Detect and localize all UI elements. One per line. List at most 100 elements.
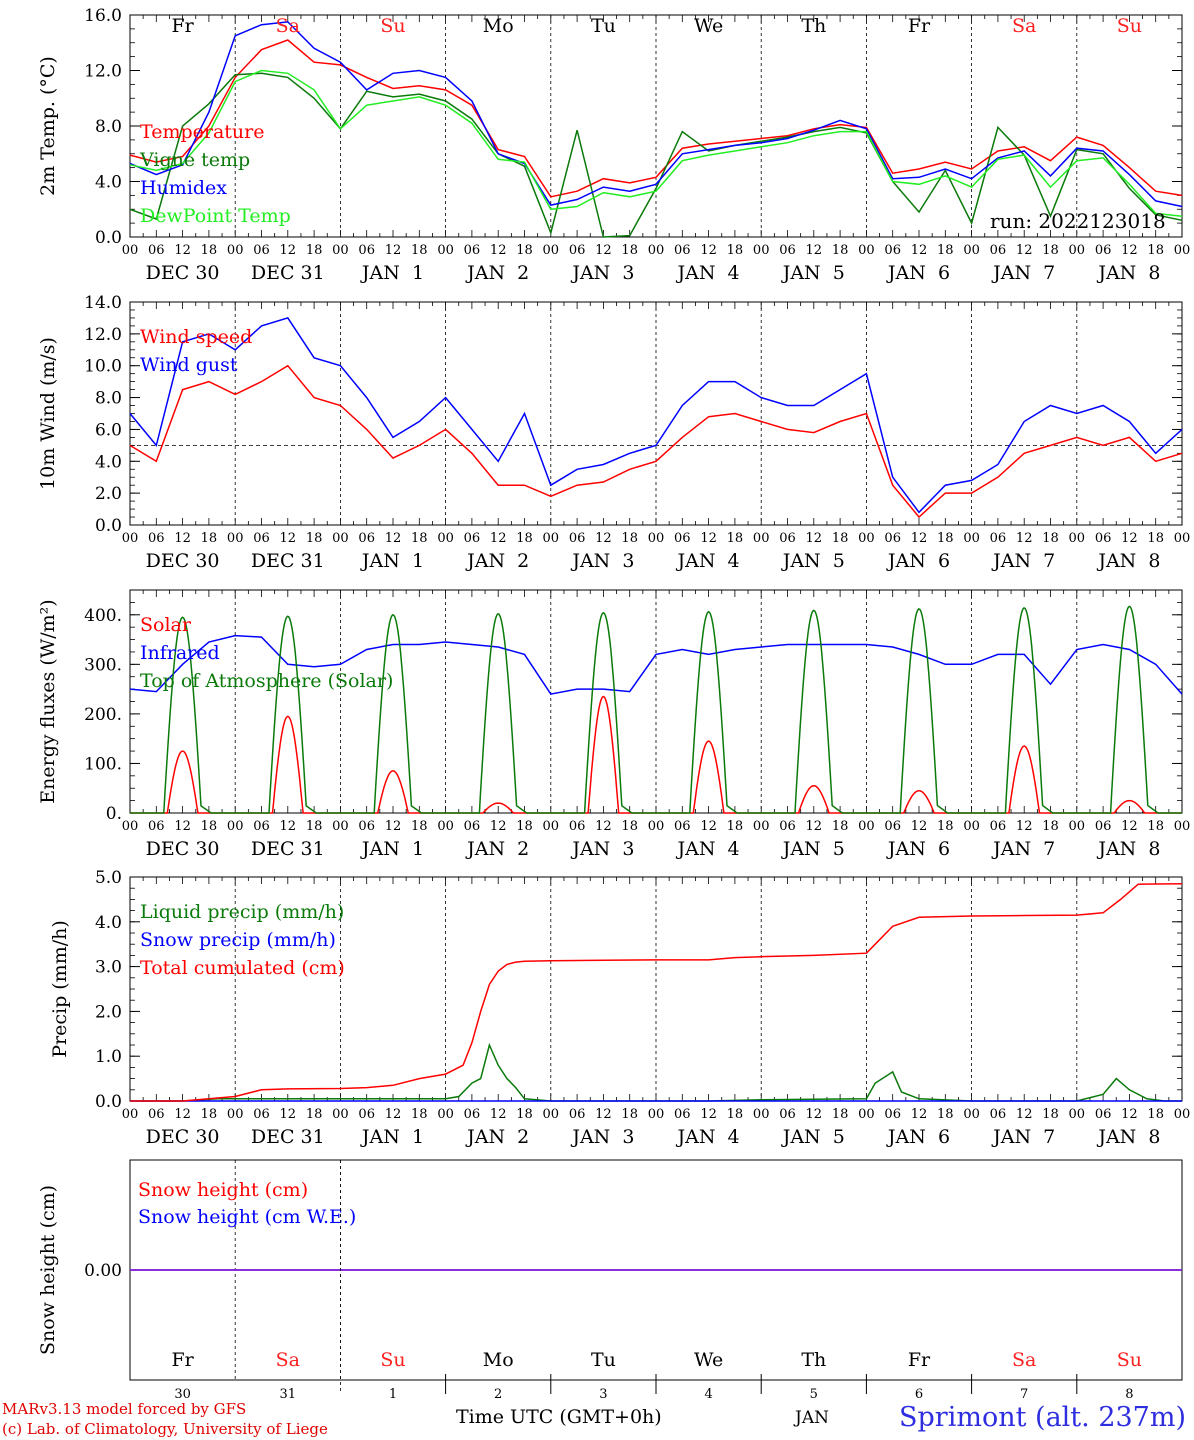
time-axis-label: Time UTC (GMT+0h) [456, 1406, 662, 1428]
hour-tick-label: 12 [700, 1107, 717, 1122]
hour-tick-label: 06 [779, 1107, 796, 1122]
station-label: Sprimont (alt. 237m) [899, 1402, 1186, 1433]
hour-tick-label: 06 [358, 243, 375, 258]
y-tick-label: 6.0 [95, 420, 122, 440]
hour-tick-label: 06 [253, 1107, 270, 1122]
y-tick-label: 12.0 [84, 62, 122, 82]
y-tick-label: 16.0 [84, 6, 122, 26]
panel-precip: 00 06 12 18 00 06 12 18 00 06 12 18 00 06 12 18 00 06 12 18… [49, 868, 1190, 1148]
series-line-dewpoint-temp [129, 69, 1183, 217]
y-tick-label: 2.0 [95, 1002, 122, 1022]
hour-tick-label: 00 [332, 819, 349, 834]
legend-entry: Wind gust [140, 354, 238, 376]
hour-tick-label: 06 [779, 819, 796, 834]
hour-tick-label: 06 [779, 243, 796, 258]
hour-tick-label: 18 [306, 819, 323, 834]
date-label: JAN 3 [570, 550, 634, 572]
y-tick-label: 4.0 [95, 173, 122, 193]
date-label: JAN 8 [1096, 550, 1160, 572]
hour-tick-label: 00 [858, 243, 875, 258]
hour-tick-label: 00 [1174, 1107, 1191, 1122]
date-label: DEC 31 [251, 262, 325, 284]
hour-tick-label: 12 [490, 243, 507, 258]
day-number-label: 6 [915, 1387, 923, 1402]
hour-tick-label: 18 [727, 1107, 744, 1122]
hour-tick-label: 00 [437, 243, 454, 258]
hour-tick-label: 18 [621, 531, 638, 546]
y-tick-label: 10.0 [84, 357, 122, 377]
hour-tick-label: 06 [1095, 531, 1112, 546]
date-label: DEC 30 [146, 262, 220, 284]
hour-tick-label: 00 [122, 819, 139, 834]
y-tick-label: 100. [84, 754, 122, 774]
hour-tick-label: 12 [911, 243, 928, 258]
hour-tick-label: 12 [490, 1107, 507, 1122]
date-label: JAN 6 [886, 838, 950, 860]
y-tick-label: 4.0 [95, 913, 122, 933]
hour-tick-label: 06 [990, 243, 1007, 258]
day-name-label: Sa [1012, 1349, 1036, 1371]
date-label: JAN 2 [465, 550, 529, 572]
hour-tick-label: 12 [1016, 1107, 1033, 1122]
hour-tick-label: 18 [411, 531, 428, 546]
hour-tick-label: 06 [148, 1107, 165, 1122]
hour-tick-label: 18 [621, 243, 638, 258]
hour-tick-label: 18 [1147, 1107, 1164, 1122]
hour-tick-label: 12 [700, 243, 717, 258]
hour-tick-label: 06 [569, 243, 586, 258]
hour-tick-label: 12 [911, 531, 928, 546]
hour-tick-label: 06 [990, 1107, 1007, 1122]
hour-tick-label: 18 [411, 819, 428, 834]
hour-tick-label: 18 [1147, 819, 1164, 834]
day-name-label: We [694, 15, 723, 37]
hour-tick-label: 12 [174, 819, 191, 834]
y-tick-label: 3.0 [95, 958, 122, 978]
hour-tick-label: 06 [569, 1107, 586, 1122]
series-line-temperature [129, 39, 1183, 198]
hour-tick-label: 18 [516, 1107, 533, 1122]
hour-tick-label: 18 [727, 819, 744, 834]
hour-tick-label: 18 [1042, 243, 1059, 258]
hour-tick-label: 00 [227, 531, 244, 546]
hour-tick-label: 12 [385, 819, 402, 834]
hour-tick-label: 00 [963, 1107, 980, 1122]
hour-tick-label: 18 [1147, 531, 1164, 546]
hour-tick-label: 00 [753, 819, 770, 834]
legend-entry: Humidex [140, 177, 227, 199]
date-label: JAN 5 [781, 1126, 845, 1148]
hour-tick-label: 12 [490, 819, 507, 834]
hour-tick-label: 00 [437, 819, 454, 834]
hour-tick-label: 00 [332, 531, 349, 546]
legend-entry: Solar [140, 614, 192, 636]
hour-tick-label: 12 [385, 243, 402, 258]
hour-tick-label: 18 [516, 819, 533, 834]
lab-credit: (c) Lab. of Climatology, University of L… [2, 1420, 328, 1438]
hour-tick-label: 00 [753, 243, 770, 258]
y-axis-label: Precip (mm/h) [49, 920, 71, 1058]
hour-tick-label: 12 [1121, 531, 1138, 546]
hour-tick-label: 06 [148, 531, 165, 546]
series-line-wind-gust [129, 317, 1183, 514]
hour-tick-label: 12 [595, 1107, 612, 1122]
hour-tick-label: 00 [1174, 531, 1191, 546]
hour-tick-label: 18 [727, 531, 744, 546]
hour-tick-label: 00 [227, 1107, 244, 1122]
day-name-label: Tu [591, 15, 616, 37]
hour-tick-label: 00 [332, 243, 349, 258]
hour-tick-label: 12 [280, 819, 297, 834]
day-number-label: 30 [174, 1387, 191, 1402]
date-label: JAN 1 [360, 550, 424, 572]
legend-entry: Snow precip (mm/h) [140, 929, 336, 951]
day-name-label: Sa [276, 1349, 300, 1371]
hour-tick-label: 18 [1042, 1107, 1059, 1122]
legend-entry: Infrared [140, 642, 220, 664]
date-label: JAN 4 [676, 262, 740, 284]
hour-tick-label: 18 [621, 1107, 638, 1122]
date-label: DEC 30 [146, 550, 220, 572]
hour-tick-label: 18 [621, 819, 638, 834]
hour-tick-label: 06 [358, 531, 375, 546]
hour-tick-label: 00 [1069, 531, 1086, 546]
y-tick-label: 300. [84, 655, 122, 675]
hour-tick-label: 12 [385, 1107, 402, 1122]
hour-tick-label: 00 [122, 531, 139, 546]
